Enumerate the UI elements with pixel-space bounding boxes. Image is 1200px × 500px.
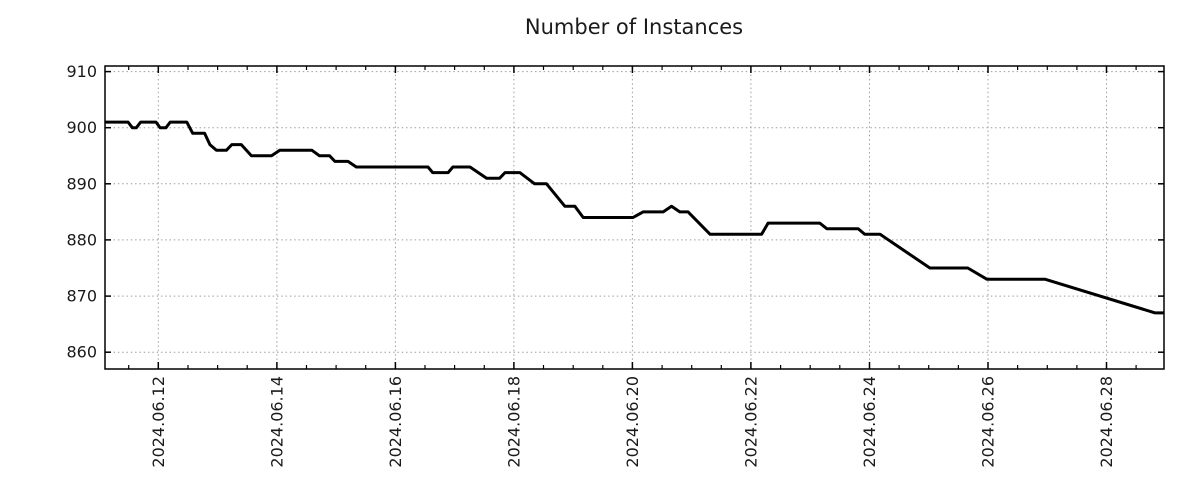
x-tick-label: 2024.06.18 (504, 376, 523, 468)
x-tick-label: 2024.06.28 (1097, 376, 1116, 468)
plot-border (104, 65, 1165, 370)
x-tick-label: 2024.06.22 (741, 376, 760, 468)
x-tick-label: 2024.06.26 (979, 376, 998, 468)
y-tick-label: 890 (66, 174, 97, 193)
y-tick-label: 900 (66, 118, 97, 137)
x-tick-label: 2024.06.16 (386, 376, 405, 468)
y-tick-label: 880 (66, 230, 97, 249)
label-layer: 860 870 880 890 900 910 2024.06.12 2024.06.14 20… (66, 62, 1116, 468)
x-tick-label: 2024.06.14 (267, 376, 286, 468)
chart-title: Number of Instances (525, 15, 743, 39)
y-tick-label: 870 (66, 287, 97, 306)
y-tick-label: 860 (66, 343, 97, 362)
y-tick-label: 910 (66, 62, 97, 81)
data-line (105, 120, 1164, 315)
grid-layer (105, 66, 1164, 369)
x-tick-label: 2024.06.12 (149, 376, 168, 468)
x-tick-label: 2024.06.20 (623, 376, 642, 468)
x-tick-label: 2024.06.24 (860, 376, 879, 468)
